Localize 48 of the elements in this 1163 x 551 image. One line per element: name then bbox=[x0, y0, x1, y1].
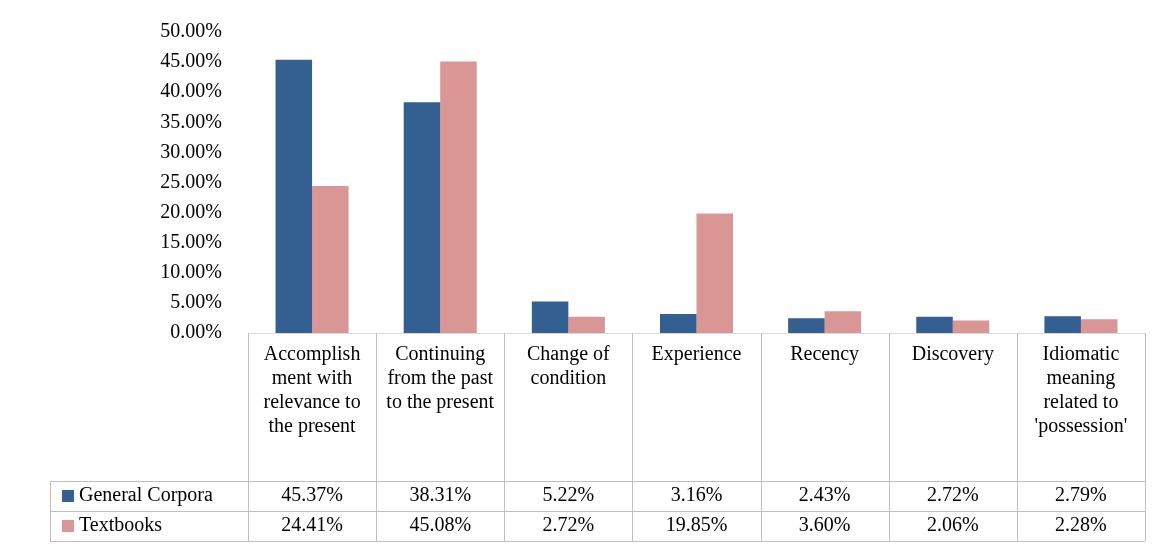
bar bbox=[824, 311, 862, 333]
bar bbox=[952, 320, 990, 333]
x-tick-label: Change of condition bbox=[526, 342, 611, 389]
x-tick-label: Recency bbox=[790, 342, 860, 366]
data-label: 3.60% bbox=[798, 513, 851, 536]
data-label: 5.22% bbox=[542, 483, 595, 506]
x-tick-label: Discovery bbox=[911, 342, 994, 366]
y-tick-label: 30.00% bbox=[160, 139, 222, 162]
x-tick-label: Experience bbox=[651, 342, 742, 366]
y-tick-label: 50.00% bbox=[160, 19, 222, 42]
data-label: 3.16% bbox=[670, 483, 723, 506]
bar bbox=[1080, 319, 1118, 333]
bar bbox=[440, 61, 477, 333]
y-tick-label: 10.00% bbox=[160, 260, 222, 283]
bar bbox=[403, 102, 441, 333]
data-label: 45.37% bbox=[281, 483, 343, 506]
y-tick-label: 25.00% bbox=[160, 169, 222, 192]
y-tick-label: 35.00% bbox=[160, 109, 222, 132]
data-label: 2.06% bbox=[926, 513, 979, 536]
bar bbox=[312, 186, 349, 333]
bar bbox=[531, 301, 569, 333]
x-tick-label: Idiomatic meaning related to 'possession' bbox=[1034, 342, 1128, 438]
y-tick-label: 15.00% bbox=[160, 229, 222, 252]
y-tick-label: 45.00% bbox=[160, 49, 222, 72]
data-label: 2.72% bbox=[542, 513, 595, 536]
bar bbox=[1044, 316, 1081, 333]
data-label: 24.41% bbox=[281, 513, 343, 536]
data-label: 2.72% bbox=[926, 483, 979, 506]
bar bbox=[659, 313, 697, 333]
y-tick-label: 5.00% bbox=[170, 290, 222, 313]
bar bbox=[696, 213, 734, 333]
bar bbox=[568, 316, 605, 333]
data-label: 45.08% bbox=[409, 513, 472, 536]
y-tick-label: 0.00% bbox=[170, 320, 222, 343]
data-label: 2.43% bbox=[798, 483, 851, 506]
legend-label: Textbooks bbox=[79, 513, 163, 536]
data-label: 19.85% bbox=[665, 513, 728, 536]
y-tick-label: 20.00% bbox=[160, 199, 222, 222]
bar bbox=[788, 318, 825, 333]
bar bbox=[916, 316, 953, 333]
x-tick-label: Accomplishment with relevance to the present bbox=[263, 342, 361, 438]
data-label: 2.28% bbox=[1055, 513, 1107, 536]
bar bbox=[275, 59, 313, 333]
data-label: 38.31% bbox=[409, 483, 472, 506]
y-tick-label: 40.00% bbox=[160, 79, 222, 102]
x-tick-label: Continuing from the past to the present bbox=[386, 342, 495, 414]
legend-label: General Corpora bbox=[79, 483, 213, 507]
data-label: 2.79% bbox=[1055, 483, 1107, 506]
